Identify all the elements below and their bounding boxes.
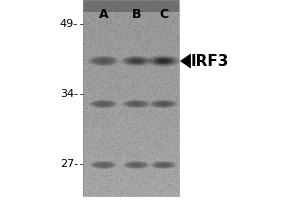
Ellipse shape <box>131 59 142 63</box>
Ellipse shape <box>94 58 112 64</box>
Ellipse shape <box>128 58 146 64</box>
Ellipse shape <box>158 102 169 106</box>
Ellipse shape <box>92 101 115 107</box>
Text: B: B <box>132 8 141 21</box>
Ellipse shape <box>121 56 152 66</box>
Ellipse shape <box>129 163 144 167</box>
Ellipse shape <box>156 163 171 167</box>
Ellipse shape <box>154 58 173 64</box>
Ellipse shape <box>126 162 147 168</box>
Ellipse shape <box>123 161 150 169</box>
Text: C: C <box>159 8 168 21</box>
Ellipse shape <box>132 164 141 166</box>
Ellipse shape <box>153 162 174 168</box>
Ellipse shape <box>91 57 116 65</box>
Ellipse shape <box>93 162 114 168</box>
Ellipse shape <box>125 101 148 107</box>
Ellipse shape <box>98 59 109 63</box>
Ellipse shape <box>150 56 177 66</box>
Text: 49-: 49- <box>60 19 78 29</box>
Ellipse shape <box>131 102 142 106</box>
Ellipse shape <box>149 100 178 108</box>
Text: 34-: 34- <box>60 89 78 99</box>
Ellipse shape <box>128 102 145 106</box>
Ellipse shape <box>124 57 149 65</box>
Ellipse shape <box>122 100 151 108</box>
Ellipse shape <box>95 102 112 106</box>
Ellipse shape <box>88 56 119 66</box>
Text: A: A <box>99 8 108 21</box>
Text: 27-: 27- <box>60 159 78 169</box>
Ellipse shape <box>146 55 181 67</box>
Text: IRF3: IRF3 <box>190 53 229 68</box>
Bar <box>82 0 178 12</box>
Ellipse shape <box>159 164 168 166</box>
Ellipse shape <box>96 163 111 167</box>
Ellipse shape <box>152 101 175 107</box>
Polygon shape <box>181 54 190 68</box>
Ellipse shape <box>157 59 170 63</box>
Ellipse shape <box>155 102 172 106</box>
Ellipse shape <box>90 161 117 169</box>
Ellipse shape <box>89 100 118 108</box>
Ellipse shape <box>99 164 108 166</box>
Ellipse shape <box>98 102 109 106</box>
Bar <box>82 0 178 196</box>
Ellipse shape <box>150 161 177 169</box>
